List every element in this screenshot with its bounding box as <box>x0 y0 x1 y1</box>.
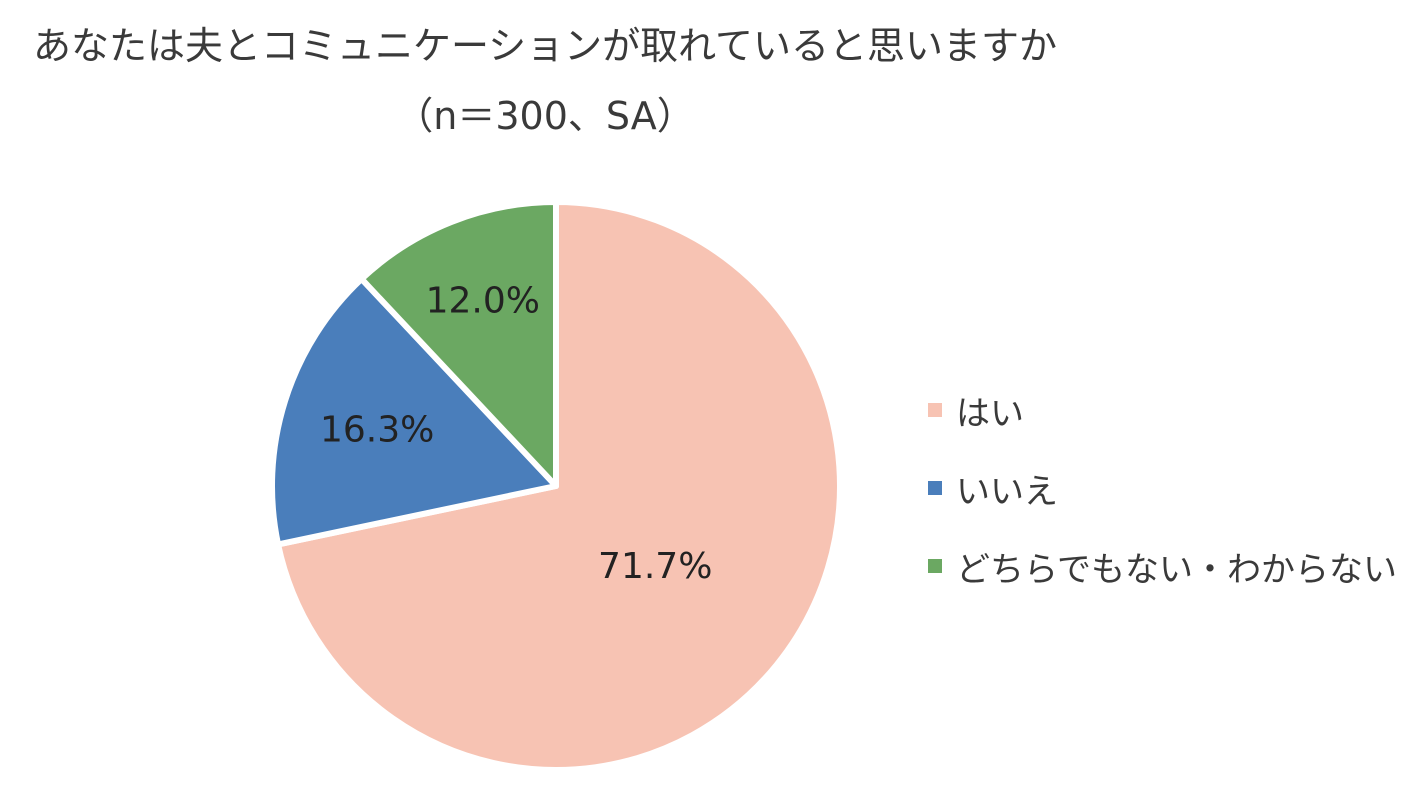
legend-label-no: いいえ <box>956 471 1058 512</box>
data-label-neither: 12.0% <box>426 281 540 322</box>
legend-item-no: いいえ <box>928 468 1397 512</box>
legend-swatch-no <box>928 481 942 495</box>
data-label-no: 16.3% <box>320 409 434 450</box>
legend-item-yes: はい <box>928 390 1397 434</box>
chart-subtitle: （n＝300、SA） <box>395 94 695 138</box>
legend-swatch-neither <box>928 559 942 573</box>
chart-title: あなたは夫とコミュニケーションが取れていると思いますか <box>32 24 1058 68</box>
slice-no <box>269 275 559 548</box>
legend-swatch-yes <box>928 403 942 417</box>
legend-label-neither: どちらでもない・わからない <box>956 549 1397 590</box>
legend-item-neither: どちらでもない・わからない <box>928 546 1397 590</box>
legend: はい いいえ どちらでもない・わからない <box>928 390 1397 624</box>
legend-label-yes: はい <box>956 393 1024 434</box>
slice-yes <box>275 199 843 773</box>
slice-neither <box>358 199 559 489</box>
data-label-yes: 71.7% <box>598 546 712 587</box>
